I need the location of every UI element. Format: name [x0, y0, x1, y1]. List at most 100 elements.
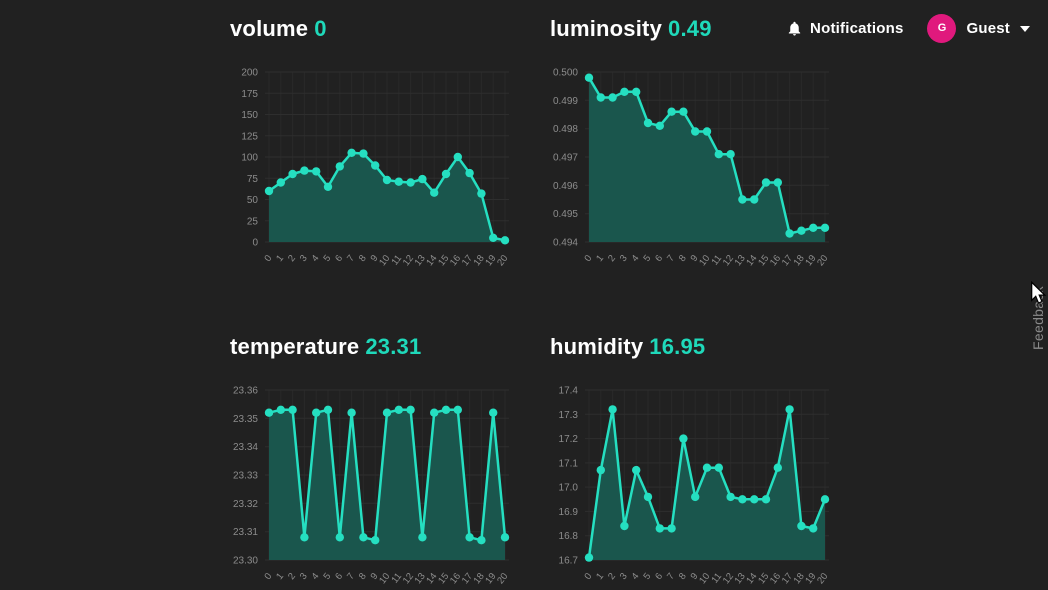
svg-text:23.34: 23.34: [233, 442, 258, 453]
svg-text:0.498: 0.498: [553, 124, 578, 135]
svg-text:2: 2: [286, 571, 298, 582]
svg-text:200: 200: [241, 68, 258, 79]
chart-title-label: humidity: [550, 334, 644, 359]
svg-text:25: 25: [247, 216, 259, 227]
svg-text:7: 7: [345, 571, 357, 582]
svg-text:0: 0: [262, 253, 274, 264]
svg-text:23.36: 23.36: [233, 386, 258, 397]
svg-text:3: 3: [298, 253, 310, 264]
user-menu[interactable]: G Guest: [927, 13, 1030, 43]
svg-text:17.4: 17.4: [559, 386, 579, 397]
svg-text:0: 0: [582, 253, 594, 264]
chart-current-value: 0.49: [668, 16, 712, 41]
user-name-label: Guest: [966, 19, 1010, 37]
svg-text:6: 6: [653, 253, 665, 264]
svg-text:5: 5: [321, 571, 333, 582]
svg-text:3: 3: [618, 253, 630, 264]
top-bar: Notifications G Guest: [786, 12, 1030, 44]
svg-text:17.2: 17.2: [559, 434, 579, 445]
avatar[interactable]: G: [927, 13, 957, 43]
chevron-down-icon: [1020, 26, 1030, 32]
svg-text:20: 20: [815, 571, 830, 586]
svg-text:0.499: 0.499: [553, 96, 578, 107]
svg-text:0.497: 0.497: [553, 153, 578, 164]
svg-text:0: 0: [252, 238, 258, 249]
notifications-button[interactable]: Notifications: [786, 20, 903, 37]
svg-text:6: 6: [333, 571, 345, 582]
svg-text:9: 9: [689, 571, 701, 582]
svg-text:8: 8: [677, 571, 689, 582]
svg-text:9: 9: [369, 571, 381, 582]
svg-text:4: 4: [310, 571, 322, 582]
notifications-label: Notifications: [810, 19, 904, 37]
svg-text:0.495: 0.495: [553, 209, 578, 220]
svg-text:2: 2: [606, 571, 618, 582]
svg-text:3: 3: [618, 571, 630, 582]
svg-text:0: 0: [582, 571, 594, 582]
svg-text:23.32: 23.32: [233, 499, 258, 510]
svg-text:20: 20: [495, 571, 510, 586]
chart-card-temperature: temperature 23.31 23.36 23.35 23.34 23.33 23.…: [225, 332, 515, 590]
svg-text:125: 125: [241, 131, 258, 142]
svg-text:5: 5: [641, 253, 653, 264]
svg-text:150: 150: [241, 110, 258, 121]
chart-title: temperature 23.31: [230, 332, 515, 378]
svg-text:16.8: 16.8: [559, 531, 579, 542]
luminosity-chart: 0.500 0.499 0.498 0.497 0.496 0.495 0.494 0 1 2 3 4…: [553, 68, 830, 269]
svg-text:7: 7: [345, 253, 357, 264]
svg-text:23.33: 23.33: [233, 471, 258, 482]
svg-text:17.0: 17.0: [559, 483, 579, 494]
svg-text:20: 20: [495, 253, 510, 268]
svg-text:5: 5: [641, 571, 653, 582]
svg-text:2: 2: [606, 253, 618, 264]
svg-text:100: 100: [241, 153, 258, 164]
svg-text:8: 8: [357, 253, 369, 264]
chart-title: volume 0: [230, 14, 515, 60]
chart-title-label: temperature: [230, 334, 360, 359]
chart-current-value: 23.31: [365, 334, 422, 359]
chart-current-value: 0: [314, 16, 327, 41]
svg-text:8: 8: [677, 253, 689, 264]
svg-text:9: 9: [369, 253, 381, 264]
chart-title-label: volume: [230, 16, 309, 41]
svg-text:75: 75: [247, 174, 259, 185]
svg-text:23.35: 23.35: [233, 414, 258, 425]
temperature-chart: 23.36 23.35 23.34 23.33 23.32 23.31 23.30 0 1 2 3 4…: [233, 386, 510, 587]
svg-text:16.9: 16.9: [559, 507, 579, 518]
svg-text:4: 4: [630, 253, 642, 264]
svg-text:2: 2: [286, 253, 298, 264]
svg-text:175: 175: [241, 89, 258, 100]
svg-text:16.7: 16.7: [559, 556, 579, 567]
humidity-chart: 17.4 17.3 17.2 17.1 17.0 16.9 16.8 16.70 1 2 3 4 5 6 7…: [559, 386, 831, 587]
svg-text:20: 20: [815, 253, 830, 268]
svg-text:0.496: 0.496: [553, 181, 578, 192]
chart-card-humidity: humidity 16.95 17.4 17.3 17.2 17.1 17.0 16.9 16…: [545, 332, 835, 590]
svg-text:6: 6: [653, 571, 665, 582]
svg-text:7: 7: [665, 253, 677, 264]
svg-text:1: 1: [274, 253, 286, 264]
svg-text:0.500: 0.500: [553, 68, 578, 79]
chart-card-volume: volume 0 200 175 150 125 100 75 50 25 0 0 1 2 3 4 5 6 7 8 9…: [225, 14, 515, 272]
svg-text:9: 9: [689, 253, 701, 264]
chart-current-value: 16.95: [649, 334, 706, 359]
svg-text:1: 1: [594, 571, 606, 582]
svg-text:6: 6: [333, 253, 345, 264]
svg-text:1: 1: [274, 571, 286, 582]
svg-text:3: 3: [298, 571, 310, 582]
bell-icon: [788, 21, 801, 36]
svg-text:50: 50: [247, 195, 259, 206]
chart-card-luminosity: luminosity 0.49 0.500 0.499 0.498 0.497 0.496…: [545, 14, 835, 272]
svg-text:17.3: 17.3: [559, 410, 579, 421]
svg-text:0.494: 0.494: [553, 238, 578, 249]
chart-title: luminosity 0.49: [550, 14, 835, 60]
chart-title: humidity 16.95: [550, 332, 835, 378]
svg-text:17.1: 17.1: [559, 458, 579, 469]
svg-text:7: 7: [665, 571, 677, 582]
svg-text:8: 8: [357, 571, 369, 582]
svg-text:1: 1: [594, 253, 606, 264]
svg-text:4: 4: [310, 253, 322, 264]
svg-text:23.31: 23.31: [233, 527, 258, 538]
svg-text:5: 5: [321, 253, 333, 264]
feedback-tab[interactable]: Feedback: [1030, 286, 1046, 350]
